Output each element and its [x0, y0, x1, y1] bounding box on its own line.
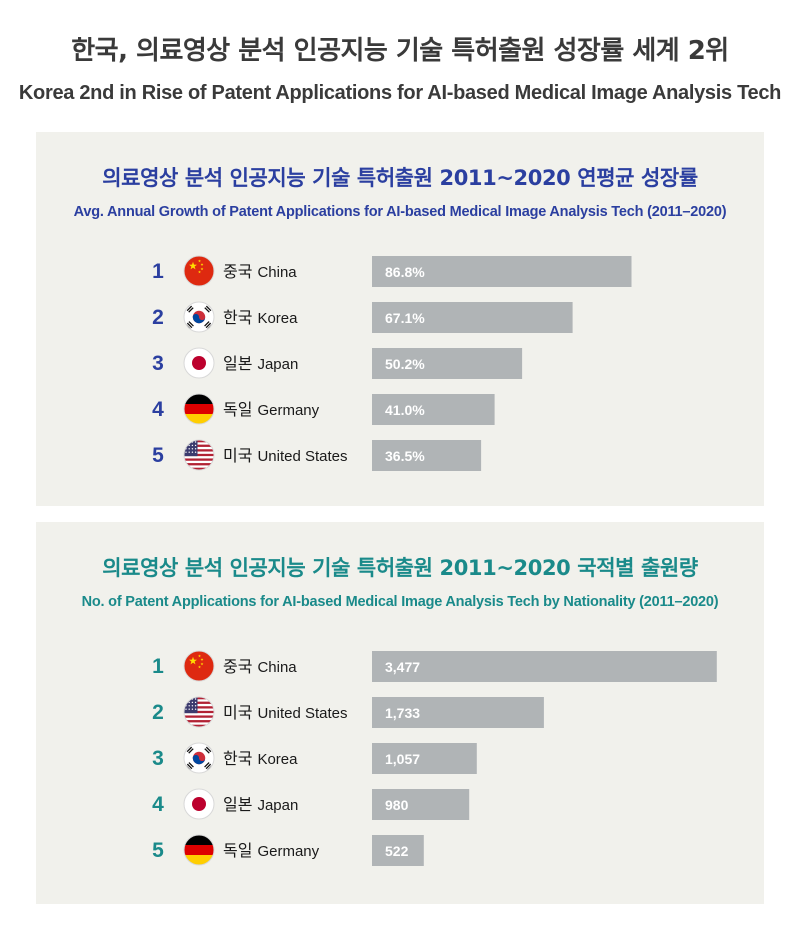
bar-row: 2 미국 United States 1,733 [152, 696, 544, 728]
country-name-ko: 한국 [223, 308, 252, 327]
bar-row: 1 중국 China 86.8% [152, 255, 632, 287]
country-name-ko: 중국 [223, 262, 252, 281]
bar-row: 2 한국 Korea 67.1% [152, 301, 573, 333]
bar [372, 697, 544, 728]
rank-label: 1 [152, 655, 164, 678]
value-label: 86.8% [385, 264, 425, 280]
rank-label: 4 [152, 793, 164, 816]
value-label: 36.5% [385, 448, 425, 464]
country-name-en: United States [257, 705, 347, 722]
country-name-en: Korea [257, 310, 298, 327]
country-label: 일본 Japan [223, 354, 298, 373]
country-label: 한국 Korea [223, 308, 298, 327]
rank-label: 2 [152, 306, 164, 329]
rank-label: 2 [152, 701, 164, 724]
growth-chart-title: 의료영상 분석 인공지능 기술 특허출원 2011~2020 연평균 성장률 [102, 166, 698, 190]
bar-row: 4 독일 Germany 41.0% [152, 393, 495, 425]
country-label: 독일 Germany [223, 400, 320, 419]
count-chart-title: 의료영상 분석 인공지능 기술 특허출원 2011~2020 국적별 출원량 [102, 556, 698, 580]
country-label: 미국 United States [223, 446, 348, 465]
bar [372, 651, 717, 682]
bar [372, 835, 424, 866]
bar-row: 5 독일 Germany 522 [152, 834, 424, 866]
country-name-en: China [257, 659, 297, 676]
bar [372, 789, 470, 820]
bar [372, 348, 523, 379]
country-name-en: Japan [257, 356, 298, 373]
country-name-ko: 중국 [223, 657, 252, 676]
rank-label: 5 [152, 444, 164, 467]
country-name-en: Germany [257, 402, 319, 419]
country-label: 일본 Japan [223, 795, 298, 814]
bar-row: 1 중국 China 3,477 [152, 650, 717, 682]
country-name-en: China [257, 264, 297, 281]
main-subtitle: Korea 2nd in Rise of Patent Applications… [18, 82, 782, 104]
bar-row: 5 미국 United States 36.5% [152, 439, 482, 471]
japan-flag-icon [183, 788, 215, 820]
germany-flag-icon [183, 393, 215, 425]
bar-row: 3 한국 Korea 1,057 [152, 742, 477, 774]
rank-label: 4 [152, 398, 164, 421]
korea-flag-icon [183, 742, 215, 774]
bar [372, 394, 495, 425]
value-label: 67.1% [385, 310, 425, 326]
germany-flag-icon [183, 834, 215, 866]
bar-row: 3 일본 Japan 50.2% [152, 347, 523, 379]
application-count-chart: 1 중국 China 3,477 2 미국 United States 1,733 3 한국 Kor… [152, 650, 717, 866]
bar [372, 743, 477, 774]
usa-flag-icon [183, 696, 215, 728]
country-label: 독일 Germany [223, 841, 320, 860]
country-name-ko: 일본 [223, 354, 252, 373]
growth-rate-panel: 의료영상 분석 인공지능 기술 특허출원 2011~2020 연평균 성장률 A… [36, 132, 764, 506]
application-count-panel: 의료영상 분석 인공지능 기술 특허출원 2011~2020 국적별 출원량 N… [36, 522, 764, 904]
value-label: 50.2% [385, 356, 425, 372]
country-name-ko: 미국 [223, 703, 252, 722]
value-label: 522 [385, 843, 409, 859]
value-label: 3,477 [385, 659, 420, 675]
rank-label: 1 [152, 260, 164, 283]
country-name-ko: 한국 [223, 749, 252, 768]
growth-chart-subtitle: Avg. Annual Growth of Patent Application… [73, 204, 727, 220]
bar [372, 440, 482, 471]
japan-flag-icon [183, 347, 215, 379]
china-flag-icon [183, 650, 215, 682]
main-title: 한국, 의료영상 분석 인공지능 기술 특허출원 성장률 세계 2위 [71, 36, 729, 66]
country-label: 중국 China [223, 657, 297, 676]
count-chart-subtitle: No. of Patent Applications for AI-based … [81, 594, 719, 610]
country-label: 미국 United States [223, 703, 348, 722]
korea-flag-icon [183, 301, 215, 333]
bar [372, 256, 632, 287]
country-label: 중국 China [223, 262, 297, 281]
china-flag-icon [183, 255, 215, 287]
value-label: 1,057 [385, 751, 420, 767]
country-label: 한국 Korea [223, 749, 298, 768]
country-name-en: Korea [257, 751, 298, 768]
value-label: 41.0% [385, 402, 425, 418]
rank-label: 3 [152, 747, 164, 770]
value-label: 980 [385, 797, 409, 813]
usa-flag-icon [183, 439, 215, 471]
rank-label: 3 [152, 352, 164, 375]
growth-rate-chart: 1 중국 China 86.8% 2 한국 Korea 67.1% 3 일본 Japan 50.2% 4… [152, 255, 632, 471]
country-name-en: Japan [257, 797, 298, 814]
value-label: 1,733 [385, 705, 420, 721]
country-name-ko: 독일 [223, 841, 252, 860]
bar-row: 4 일본 Japan 980 [152, 788, 470, 820]
country-name-ko: 일본 [223, 795, 252, 814]
bar [372, 302, 573, 333]
country-name-en: Germany [257, 843, 319, 860]
country-name-ko: 독일 [223, 400, 252, 419]
country-name-en: United States [257, 448, 347, 465]
country-name-ko: 미국 [223, 446, 252, 465]
rank-label: 5 [152, 839, 164, 862]
